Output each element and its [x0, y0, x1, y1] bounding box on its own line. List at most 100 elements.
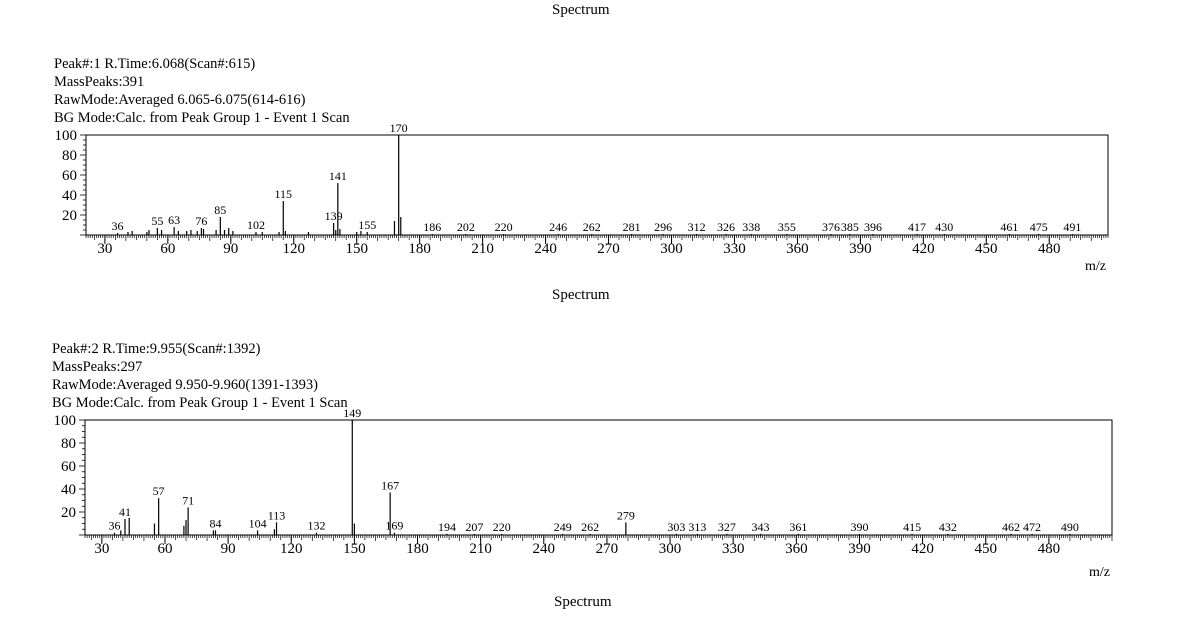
x-tick-label: 390 — [848, 541, 871, 557]
peak-label: 385 — [841, 220, 859, 234]
peak-label: 355 — [778, 220, 796, 234]
x-tick-label: 60 — [157, 541, 172, 557]
peak-label: 155 — [358, 218, 376, 232]
peak-label: 132 — [307, 519, 325, 533]
peak-label: 167 — [381, 478, 399, 492]
y-tick-label: 40 — [61, 482, 76, 498]
peak-info-2: Peak#:2 R.Time:9.955(Scan#:1392) MassPea… — [52, 340, 348, 412]
peak-label: 63 — [168, 213, 180, 227]
peak-label: 491 — [1063, 220, 1081, 234]
peak-info-1: Peak#:1 R.Time:6.068(Scan#:615) MassPeak… — [54, 55, 350, 127]
peak-label: 415 — [903, 520, 921, 534]
plot-frame — [84, 419, 1113, 536]
peak-label: 249 — [554, 520, 572, 534]
peak-label: 432 — [939, 520, 957, 534]
x-tick-label: 390 — [849, 241, 872, 257]
peak-label: 170 — [390, 121, 408, 135]
x-tick-label: 180 — [406, 541, 429, 557]
x-axis-label: m/z — [1089, 565, 1110, 580]
x-tick-label: 270 — [596, 541, 619, 557]
peak-label: 246 — [549, 220, 567, 234]
peak-label: 312 — [688, 220, 706, 234]
peak-label: 417 — [908, 220, 926, 234]
y-tick-label: 20 — [62, 208, 77, 224]
x-minor-ticks — [84, 535, 1113, 541]
x-tick-label: 360 — [786, 241, 809, 257]
mass-peaks-line: MassPeaks:391 — [54, 74, 145, 90]
peak-label: 376 — [822, 220, 840, 234]
peak-label: 296 — [654, 220, 672, 234]
y-tick-label: 40 — [62, 188, 77, 204]
x-tick-label: 120 — [283, 241, 306, 257]
peak-info-line: Peak#:1 R.Time:6.068(Scan#:615) — [54, 56, 256, 72]
peak-label: 113 — [268, 508, 286, 522]
peak-label: 313 — [688, 520, 706, 534]
peak-label: 220 — [493, 520, 511, 534]
x-tick-label: 30 — [94, 541, 109, 557]
x-tick-label: 420 — [912, 241, 935, 257]
x-tick-label: 300 — [660, 241, 683, 257]
peak-label: 461 — [1000, 220, 1018, 234]
peak-label: 326 — [717, 220, 735, 234]
x-tick-label: 120 — [280, 541, 303, 557]
peak-label: 104 — [249, 516, 267, 530]
peak-label: 102 — [247, 218, 265, 232]
peak-label: 361 — [789, 520, 807, 534]
y-tick-label: 80 — [61, 436, 76, 452]
x-tick-label: 330 — [723, 241, 746, 257]
peak-label: 262 — [581, 520, 599, 534]
y-tick-label: 100 — [55, 128, 78, 144]
peak-label: 169 — [385, 519, 403, 533]
x-tick-label: 210 — [469, 541, 492, 557]
y-tick-label: 100 — [54, 413, 77, 429]
bg-mode-line: BG Mode:Calc. from Peak Group 1 - Event … — [54, 110, 350, 126]
x-tick-label: 480 — [1038, 541, 1061, 557]
peak-label: 141 — [329, 169, 347, 183]
x-tick-label: 270 — [597, 241, 620, 257]
peak-label: 327 — [718, 520, 736, 534]
peak-label: 472 — [1023, 520, 1041, 534]
spectrum-title-1: Spectrum — [552, 2, 610, 18]
raw-mode-line: RawMode:Averaged 9.950-9.960(1391-1393) — [52, 377, 318, 393]
y-tick-label: 60 — [62, 168, 77, 184]
x-tick-label: 420 — [911, 541, 934, 557]
bg-mode-line: BG Mode:Calc. from Peak Group 1 - Event … — [52, 395, 348, 411]
peak-label: 55 — [151, 214, 163, 228]
peak-label: 220 — [495, 220, 513, 234]
x-tick-label: 150 — [345, 241, 368, 257]
peak-label: 41 — [119, 505, 131, 519]
peak-label: 194 — [438, 520, 456, 534]
mass-peaks-line: MassPeaks:297 — [52, 359, 143, 375]
peak-label: 71 — [182, 493, 194, 507]
peak-label: 115 — [274, 187, 292, 201]
x-tick-label: 90 — [221, 541, 236, 557]
peak-label: 430 — [935, 220, 953, 234]
peak-label: 139 — [325, 209, 343, 223]
peak-label: 202 — [457, 220, 475, 234]
x-tick-label: 240 — [533, 541, 556, 557]
spectrum-title-3: Spectrum — [554, 594, 612, 610]
spectrum-title-2: Spectrum — [552, 287, 610, 303]
peak-label: 338 — [742, 220, 760, 234]
peak-label: 186 — [423, 220, 441, 234]
x-tick-label: 360 — [785, 541, 808, 557]
peak-label: 462 — [1002, 520, 1020, 534]
x-tick-label: 30 — [97, 241, 112, 257]
x-tick-label: 90 — [223, 241, 238, 257]
peak-label: 76 — [195, 214, 207, 228]
peak-label: 279 — [617, 508, 635, 522]
x-tick-label: 150 — [343, 541, 366, 557]
peak-label: 303 — [667, 520, 685, 534]
peak-label: 281 — [623, 220, 641, 234]
x-tick-label: 330 — [722, 541, 745, 557]
x-minor-ticks — [85, 235, 1109, 241]
x-tick-label: 450 — [974, 541, 997, 557]
peak-label: 490 — [1061, 520, 1079, 534]
y-tick-label: 20 — [61, 505, 76, 521]
peak-label: 36 — [108, 519, 120, 533]
x-tick-label: 210 — [471, 241, 494, 257]
y-tick-label: 80 — [62, 148, 77, 164]
peak-label: 207 — [465, 520, 483, 534]
x-tick-label: 240 — [534, 241, 557, 257]
peak-label: 390 — [850, 520, 868, 534]
